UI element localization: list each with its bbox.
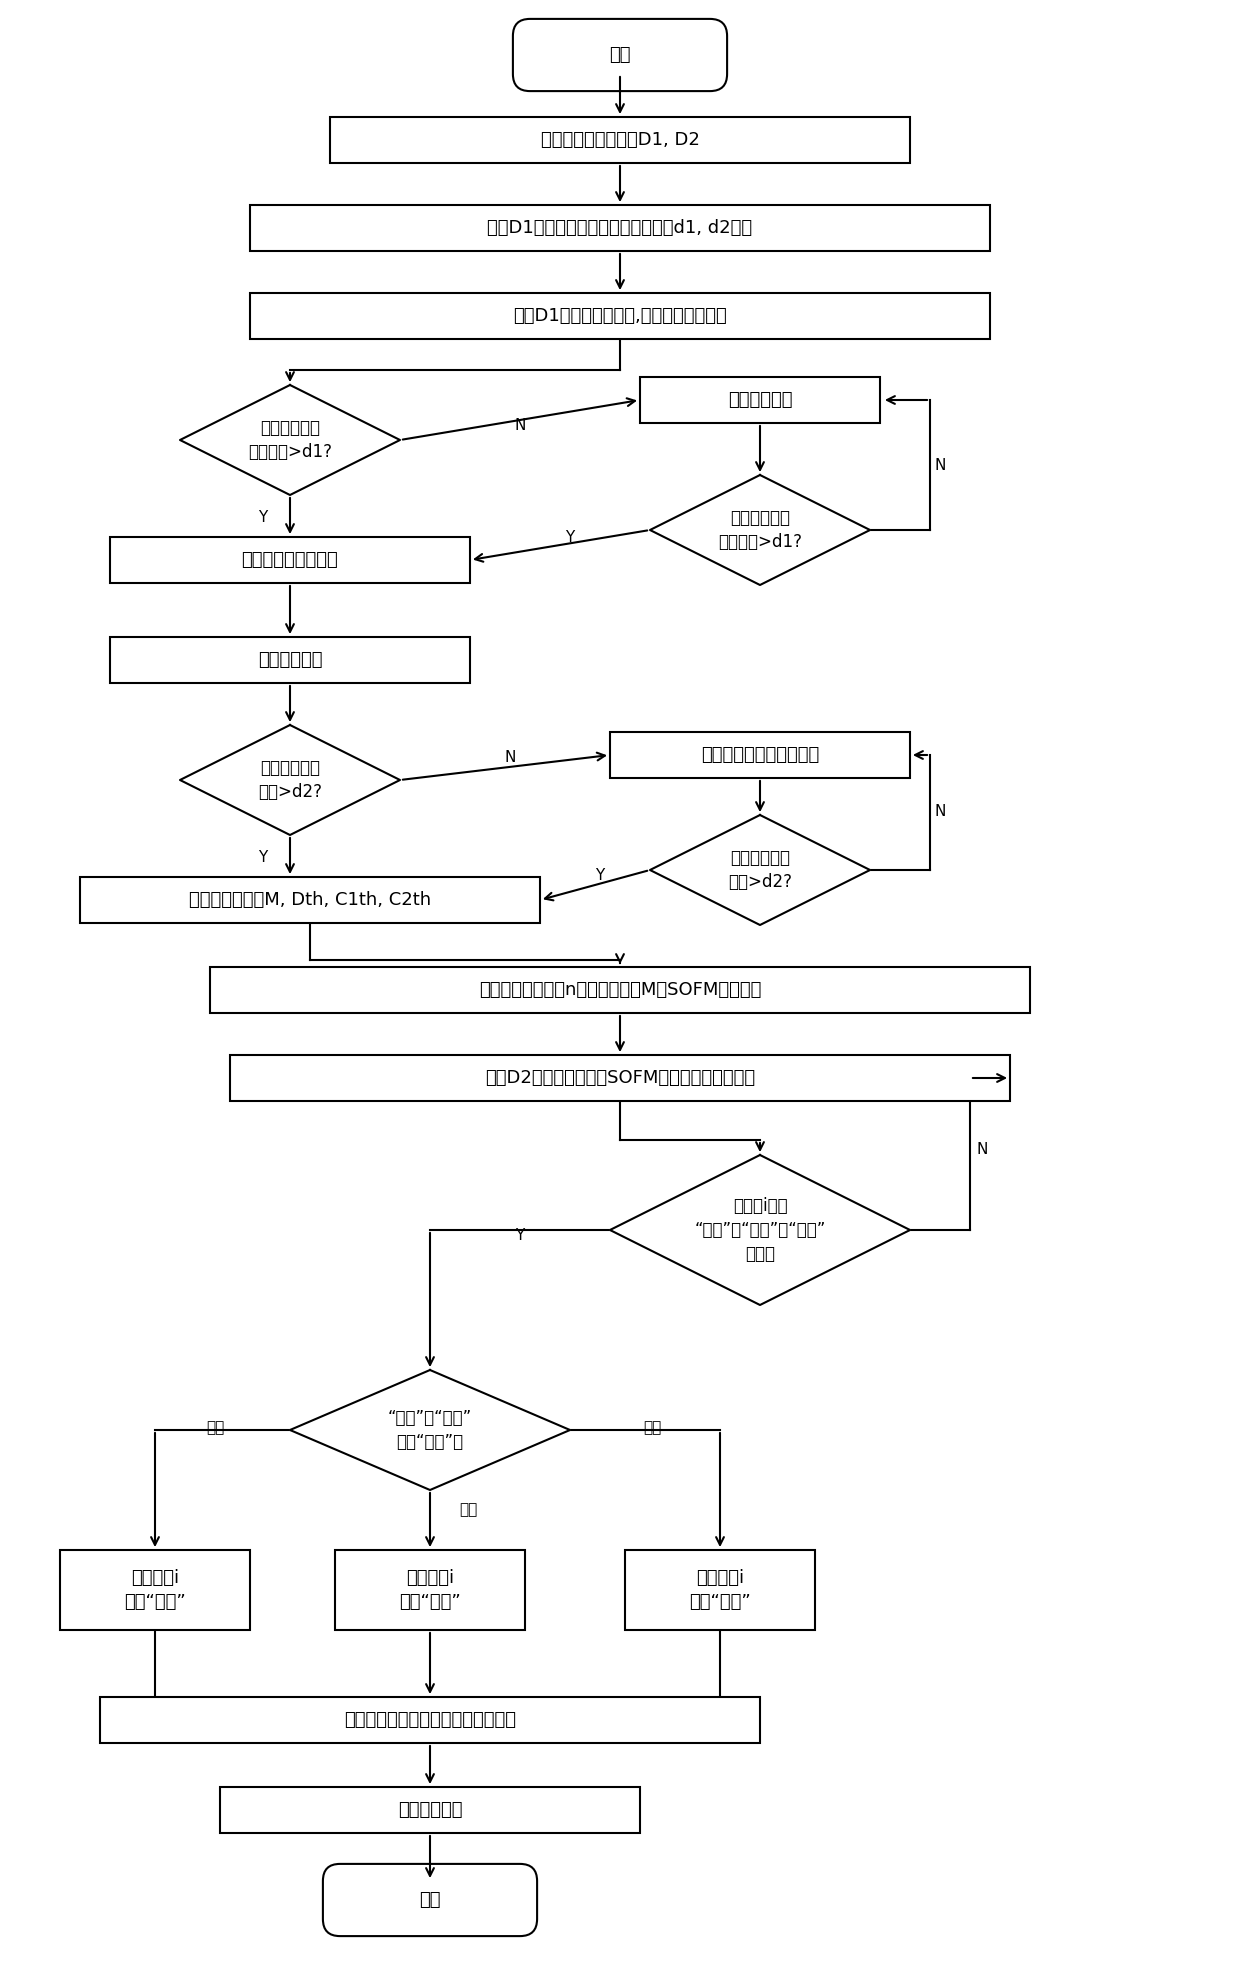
Text: 输入雷达数据样本集D1, D2: 输入雷达数据样本集D1, D2: [541, 132, 699, 149]
Text: N: N: [515, 418, 526, 432]
FancyBboxPatch shape: [625, 1551, 815, 1629]
Text: 结束: 结束: [419, 1890, 440, 1908]
FancyBboxPatch shape: [210, 968, 1030, 1013]
FancyBboxPatch shape: [335, 1551, 525, 1629]
FancyBboxPatch shape: [110, 638, 470, 683]
Text: 更新聚类中心: 更新聚类中心: [728, 391, 792, 408]
Text: 计算D1中数据样本的欧式距离，得到d1, d2的值: 计算D1中数据样本的欧式距离，得到d1, d2的值: [487, 220, 753, 238]
Text: 合并该类，更新聚类中心: 合并该类，更新聚类中心: [701, 746, 820, 764]
Text: 使用D2中数据样本训练SOFM网络，形成有序映射: 使用D2中数据样本训练SOFM网络，形成有序映射: [485, 1070, 755, 1088]
FancyBboxPatch shape: [229, 1054, 1011, 1101]
Text: N: N: [934, 457, 946, 473]
Polygon shape: [290, 1370, 570, 1490]
Text: 聚类中心间的
距离>d2?: 聚类中心间的 距离>d2?: [728, 850, 792, 891]
FancyBboxPatch shape: [513, 20, 727, 90]
Text: “生长”、“合并”
还是“删除”？: “生长”、“合并” 还是“删除”？: [388, 1409, 472, 1451]
Text: Y: Y: [516, 1227, 525, 1243]
Text: 神经元i满足
“生长”、“合并”或“删除”
条件？: 神经元i满足 “生长”、“合并”或“删除” 条件？: [694, 1197, 826, 1262]
Polygon shape: [180, 724, 401, 834]
FancyBboxPatch shape: [330, 118, 910, 163]
Text: Y: Y: [565, 530, 574, 546]
Text: 依据最小值原理聚类: 依据最小值原理聚类: [242, 552, 339, 569]
Text: 对神经元i
进行“删除”: 对神经元i 进行“删除”: [689, 1568, 751, 1612]
Text: N: N: [976, 1142, 988, 1158]
FancyBboxPatch shape: [322, 1865, 537, 1936]
Text: Y: Y: [258, 510, 268, 526]
Text: 和并: 和并: [459, 1502, 477, 1517]
Polygon shape: [610, 1154, 910, 1305]
FancyBboxPatch shape: [219, 1786, 640, 1833]
Text: 聚类中心间的
欧式距离>d1?: 聚类中心间的 欧式距离>d1?: [248, 420, 332, 461]
Text: 聚类中心间的
欧式距离>d1?: 聚类中心间的 欧式距离>d1?: [718, 508, 802, 552]
Text: 开始: 开始: [609, 45, 631, 65]
Text: 修正结构调整后的所有相关网络参数: 修正结构调整后的所有相关网络参数: [343, 1712, 516, 1729]
FancyBboxPatch shape: [640, 377, 880, 422]
Text: 聚类完成，输出M, Dth, C1th, C2th: 聚类完成，输出M, Dth, C1th, C2th: [188, 891, 432, 909]
FancyBboxPatch shape: [60, 1551, 250, 1629]
FancyBboxPatch shape: [81, 877, 539, 923]
Polygon shape: [650, 475, 870, 585]
Text: Y: Y: [595, 868, 605, 883]
Text: 对神经元i
进行“合并”: 对神经元i 进行“合并”: [399, 1568, 461, 1612]
Text: 聚类中心间的
距离>d2?: 聚类中心间的 距离>d2?: [258, 760, 322, 801]
Text: N: N: [505, 750, 516, 766]
Polygon shape: [180, 385, 401, 495]
FancyBboxPatch shape: [250, 204, 990, 251]
FancyBboxPatch shape: [610, 732, 910, 777]
Text: 计算D1中数据样本密度,选取初始聚类中心: 计算D1中数据样本密度,选取初始聚类中心: [513, 306, 727, 326]
Text: 对神经元i
进行“生长”: 对神经元i 进行“生长”: [124, 1568, 186, 1612]
Text: 构造输入神经元为n输出神经元为M的SOFM神经网络: 构造输入神经元为n输出神经元为M的SOFM神经网络: [479, 982, 761, 999]
Text: 更新聚类中心: 更新聚类中心: [258, 652, 322, 669]
Text: 生长: 生长: [206, 1421, 224, 1435]
FancyBboxPatch shape: [110, 538, 470, 583]
Text: 输出分选结果: 输出分选结果: [398, 1800, 463, 1820]
Text: Y: Y: [258, 850, 268, 866]
FancyBboxPatch shape: [250, 292, 990, 340]
Text: N: N: [934, 805, 946, 819]
Text: 删除: 删除: [642, 1421, 661, 1435]
FancyBboxPatch shape: [100, 1696, 760, 1743]
Polygon shape: [650, 815, 870, 925]
